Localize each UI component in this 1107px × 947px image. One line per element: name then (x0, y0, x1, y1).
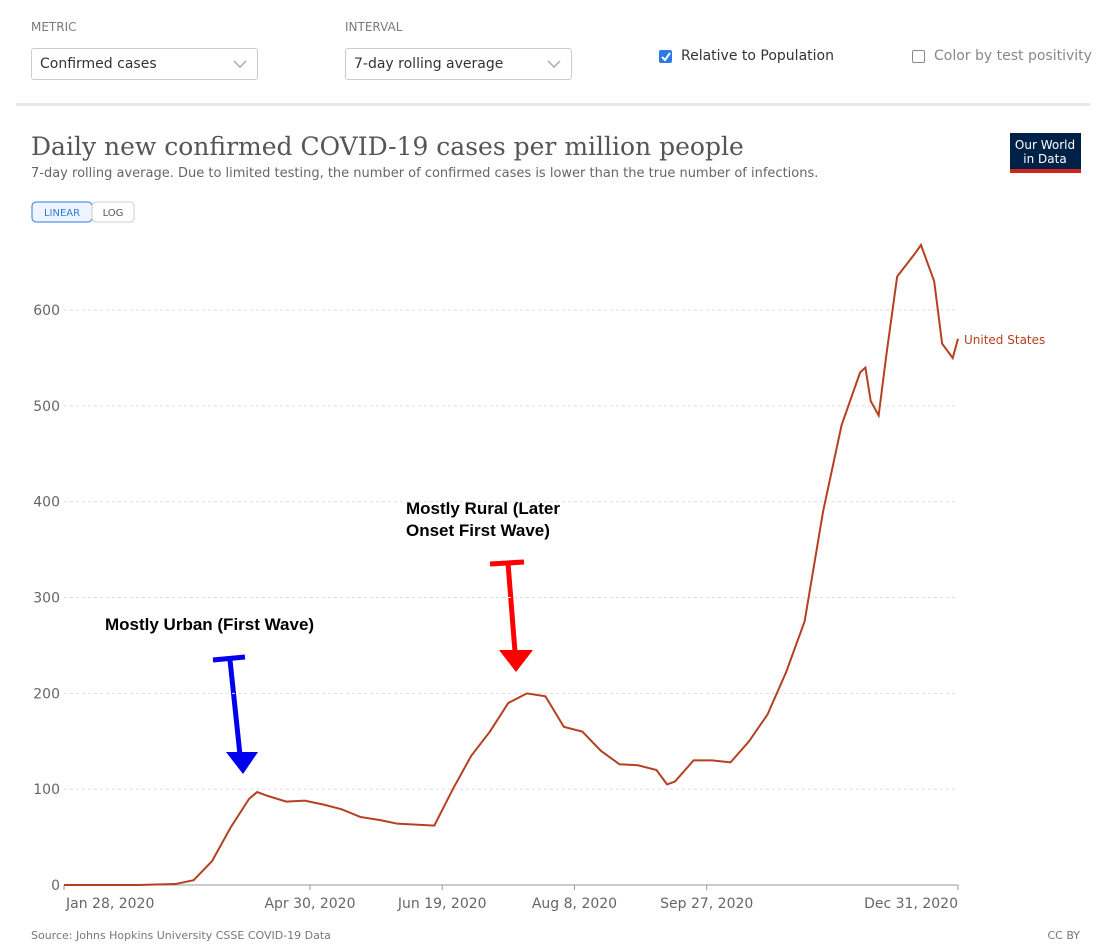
annotation: Onset First Wave) (406, 521, 550, 540)
logo[interactable] (1010, 133, 1081, 173)
series-label: United States (964, 333, 1045, 347)
linear-text: LINEAR (44, 208, 80, 219)
logo-line: Our World (1015, 138, 1075, 152)
metric-value: Confirmed cases (40, 56, 157, 72)
chart-title: Daily new confirmed COVID-19 cases per m… (31, 132, 744, 161)
log-text: LOG (103, 208, 124, 219)
metric-label: METRIC (31, 20, 77, 34)
metric-select[interactable]: Confirmed cases (31, 48, 258, 80)
y-tick-label: 400 (33, 495, 60, 511)
x-tick-label: Jan 28, 2020 (65, 896, 154, 912)
y-tick-label: 500 (33, 399, 60, 415)
checkbox-checked (659, 49, 672, 63)
license: CC BY (1047, 929, 1080, 942)
checkmark (661, 51, 671, 62)
relative-text: Relative to Population (681, 48, 834, 64)
x-tick-label: Apr 30, 2020 (264, 896, 355, 912)
divider (16, 103, 1090, 106)
y-tick-label: 600 (33, 303, 60, 319)
interval-label: INTERVAL (345, 20, 403, 34)
chevron (547, 60, 561, 68)
source: Source: Johns Hopkins University CSSE CO… (31, 929, 331, 942)
y-tick-label: 100 (33, 782, 60, 798)
logo-line: in Data (1023, 152, 1066, 166)
positivity-checkbox[interactable]: Color by test positivity (912, 48, 1092, 64)
series-line (64, 242, 959, 886)
checkbox-empty (912, 49, 925, 63)
y-tick-label: 300 (33, 591, 60, 607)
logo-bar (1010, 169, 1081, 173)
annotation: Mostly Urban (First Wave) (105, 615, 314, 634)
red-arrow (489, 559, 533, 672)
annotation: Mostly Rural (Later (406, 499, 560, 518)
log-button[interactable] (91, 201, 135, 223)
interval-value: 7-day rolling average (354, 56, 504, 72)
blue-arrow (212, 654, 258, 774)
x-tick-label: Dec 31, 2020 (864, 896, 958, 912)
chevron (233, 60, 247, 68)
y-tick-label: 200 (33, 686, 60, 702)
relative-checkbox[interactable]: Relative to Population (659, 48, 834, 64)
interval-select[interactable]: 7-day rolling average (345, 48, 572, 80)
x-tick-label: Aug 8, 2020 (532, 896, 617, 912)
y-tick-label: 0 (51, 878, 60, 894)
x-tick-label: Jun 19, 2020 (397, 896, 487, 912)
positivity-text: Color by test positivity (934, 48, 1092, 64)
chart-subtitle: 7-day rolling average. Due to limited te… (31, 166, 818, 181)
x-tick-label: Sep 27, 2020 (660, 896, 753, 912)
